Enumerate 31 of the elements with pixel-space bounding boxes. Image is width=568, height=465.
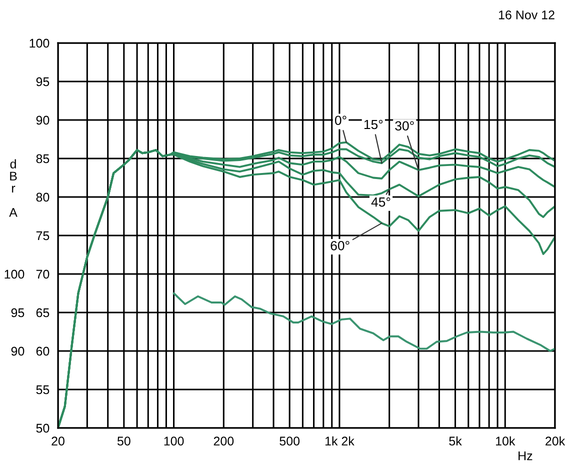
x-tick-label: 200 xyxy=(214,436,234,446)
series-label: 45° xyxy=(371,197,390,207)
y-tick-label: 65 xyxy=(36,308,50,318)
text: dBr A xyxy=(9,159,18,217)
y2-tick-label: 100 xyxy=(4,270,24,279)
x-tick-label: 50 xyxy=(117,436,130,446)
y-tick-label: 75 xyxy=(36,231,50,240)
x-tick-label: 500 xyxy=(280,436,300,446)
y-tick-label: 50 xyxy=(36,424,50,433)
y2-tick-label: 90 xyxy=(11,346,24,356)
y-tick-label: 55 xyxy=(36,385,50,394)
x-tick-label: 5k xyxy=(449,436,462,446)
series-label: 15° xyxy=(364,120,383,130)
y-tick-label: 95 xyxy=(36,77,50,86)
x-tick-label: 1k 2k xyxy=(325,436,354,446)
y2-tick-label: 95 xyxy=(11,308,24,318)
x-tick-label: 20 xyxy=(52,436,64,446)
x-tick-label: 20k xyxy=(546,436,566,446)
text: 16 Nov 12 xyxy=(498,10,554,20)
y-tick-label: 70 xyxy=(36,270,50,279)
y-tick-label: 60 xyxy=(36,346,50,356)
y-tick-label: 80 xyxy=(36,192,50,202)
y-tick-label: 100 xyxy=(30,38,50,48)
series-label: 0° xyxy=(334,116,346,126)
y-tick-label: 85 xyxy=(36,154,50,164)
text: 60° xyxy=(330,240,350,250)
x-axis-title: Hz xyxy=(518,452,532,460)
x-tick-label: 10k xyxy=(496,436,516,446)
text: 30° xyxy=(395,121,414,131)
x-tick-label: 100 xyxy=(164,436,184,446)
y-tick-label: 90 xyxy=(36,116,50,125)
